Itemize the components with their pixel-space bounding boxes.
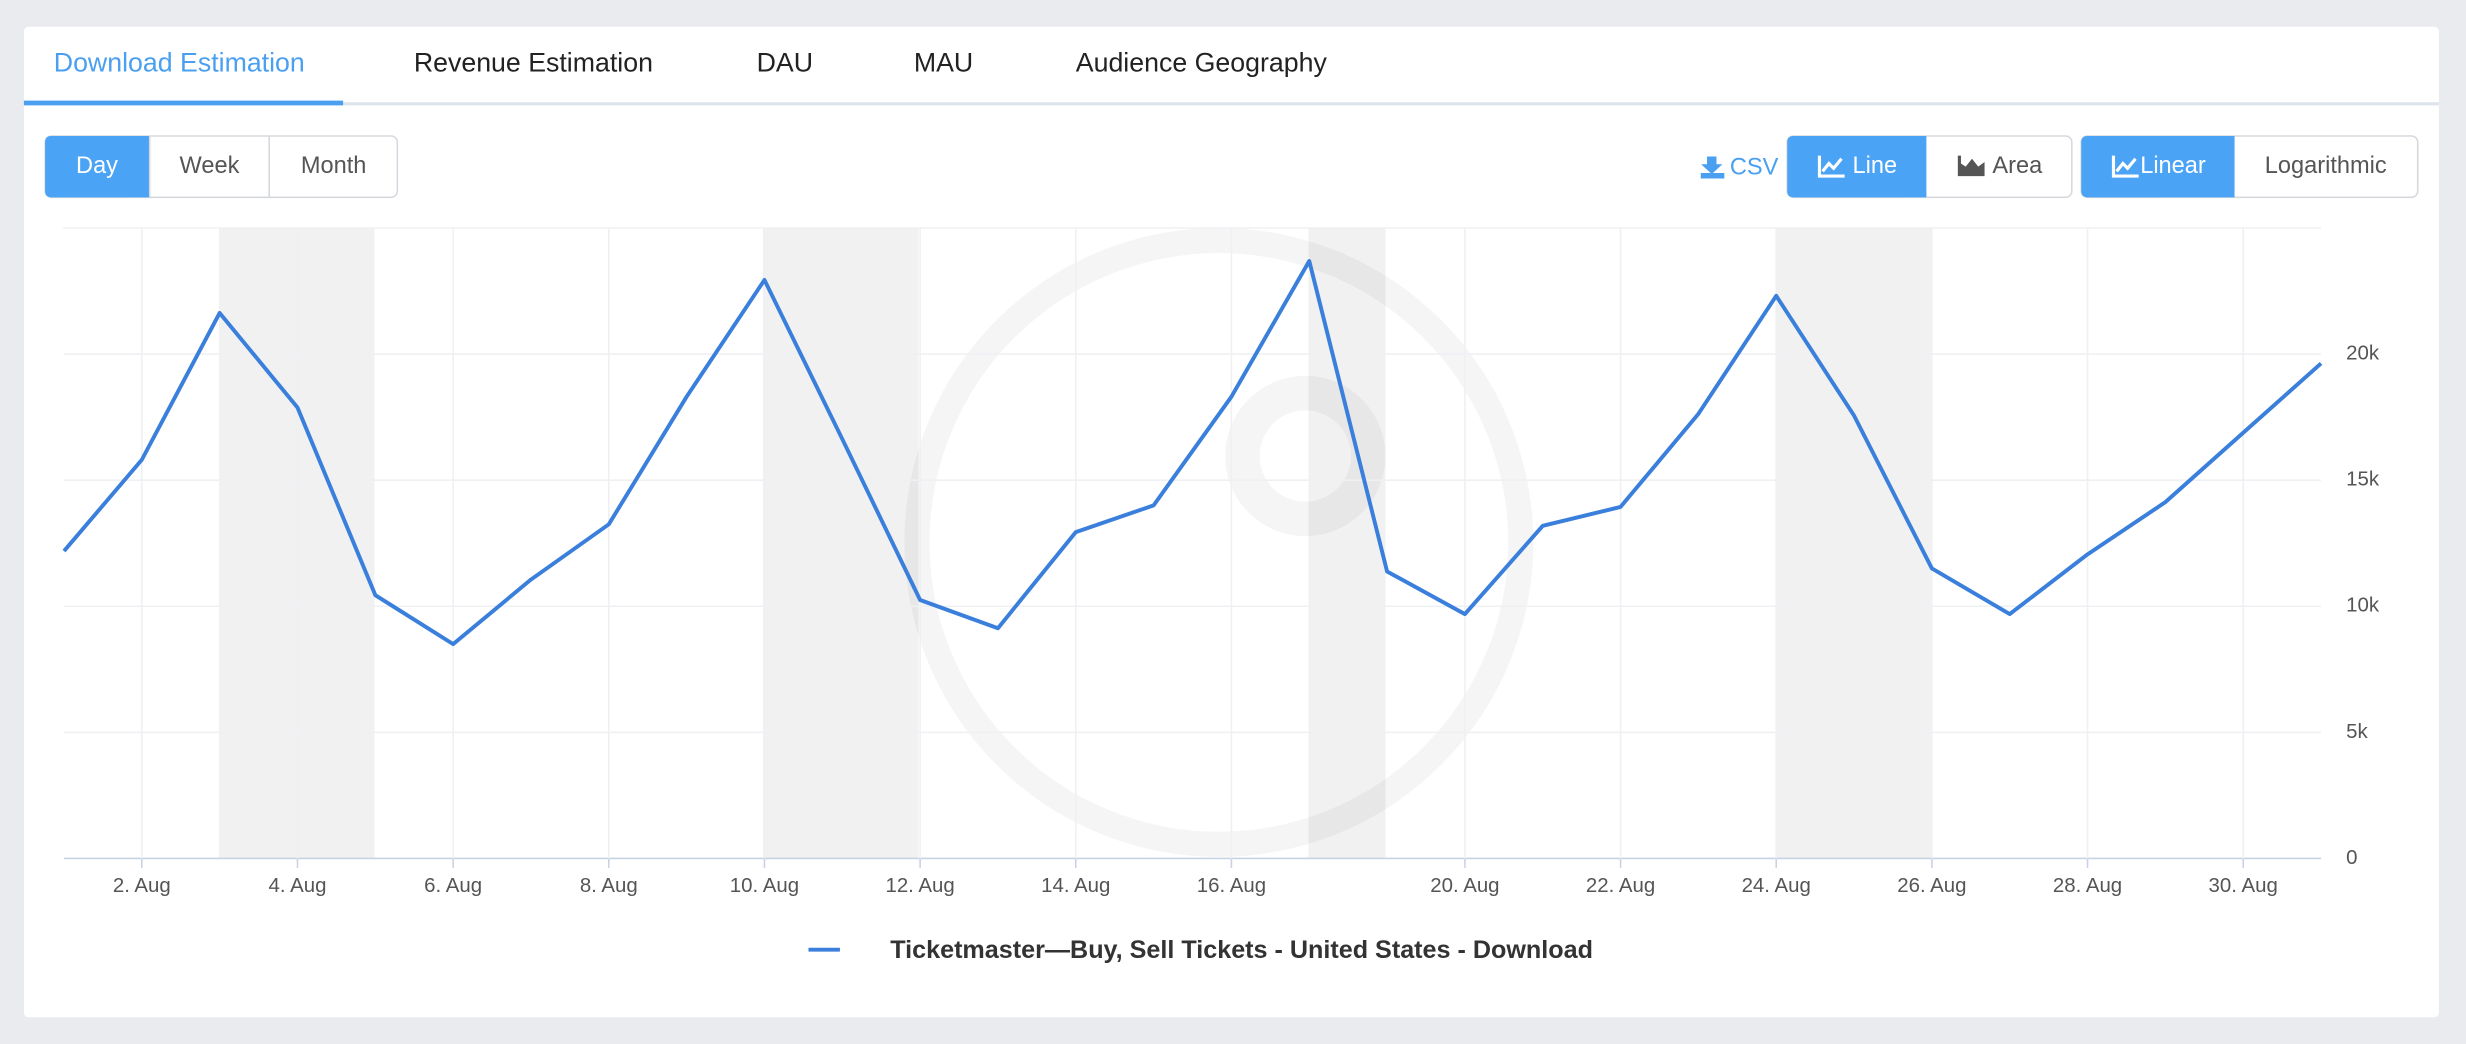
- x-tick-label: 6. Aug: [424, 875, 482, 897]
- scale-buttons: Linear Logarithmic: [2080, 135, 2419, 199]
- line-icon: [1817, 155, 1845, 178]
- tab[interactable]: DAU: [757, 48, 813, 78]
- data-line: [62, 259, 2323, 647]
- y-tick-label: 0: [2346, 847, 2357, 869]
- period-buttons: Day Week Month: [44, 135, 399, 199]
- tab[interactable]: Download Estimation: [54, 48, 305, 78]
- button[interactable]: Month: [301, 152, 367, 178]
- tab[interactable]: Audience Geography: [1076, 48, 1328, 78]
- button-bg: [45, 136, 150, 198]
- x-tick-label: 16. Aug: [1197, 875, 1266, 897]
- x-tick-label: 20. Aug: [1430, 875, 1499, 897]
- csv-link[interactable]: CSV: [1730, 153, 1779, 179]
- tab[interactable]: MAU: [914, 48, 973, 78]
- x-tick-label: 8. Aug: [580, 875, 638, 897]
- x-tick-label: 22. Aug: [1586, 875, 1655, 897]
- tab[interactable]: Revenue Estimation: [414, 48, 653, 78]
- y-tick-label: 15k: [2346, 469, 2380, 491]
- x-tick-label: 10. Aug: [730, 875, 799, 897]
- area-icon: [1957, 155, 1985, 177]
- plot: 0 5k 10k 15k 20k 2. Aug 4. Aug 6. Aug 8. Aug 10. …: [62, 227, 2380, 897]
- button[interactable]: Day: [76, 152, 118, 178]
- button[interactable]: Week: [180, 152, 240, 178]
- x-tick-label: 4. Aug: [269, 875, 327, 897]
- tabs: Download Estimation Revenue Estimation D…: [54, 48, 1328, 78]
- x-tick-label: 30. Aug: [2209, 875, 2278, 897]
- button[interactable]: Line: [1852, 152, 1897, 178]
- legend[interactable]: Ticketmaster—Buy, Sell Tickets - United …: [808, 936, 1593, 964]
- x-tick-label: 2. Aug: [113, 875, 171, 897]
- weekend-band: [1775, 227, 1932, 859]
- button[interactable]: Logarithmic: [2265, 152, 2387, 178]
- button-bg: [2081, 136, 2235, 198]
- x-tick-label: 24. Aug: [1742, 875, 1811, 897]
- watermark: [904, 227, 1534, 857]
- y-tick-label: 10k: [2346, 595, 2380, 617]
- active-tab-underline: [23, 100, 344, 106]
- weekend-band: [1308, 227, 1386, 859]
- watermark: [1225, 375, 1386, 537]
- x-tick-label: 28. Aug: [2053, 875, 2122, 897]
- export[interactable]: CSV: [1700, 153, 1779, 179]
- x-tick-label: 26. Aug: [1897, 875, 1966, 897]
- button[interactable]: Linear: [2140, 152, 2206, 178]
- x-tick-label: 12. Aug: [885, 875, 954, 897]
- x-tick-label: 14. Aug: [1041, 875, 1110, 897]
- button[interactable]: Area: [1992, 152, 2043, 178]
- y-tick-label: 5k: [2346, 721, 2368, 743]
- legend-label[interactable]: Ticketmaster—Buy, Sell Tickets - United …: [890, 936, 1593, 964]
- chart-style-buttons: Line Area: [1786, 135, 2073, 199]
- button-bg: [1787, 136, 1927, 198]
- download-icon: [1700, 156, 1725, 179]
- y-tick-label: 20k: [2346, 342, 2380, 364]
- line-icon: [2111, 155, 2139, 178]
